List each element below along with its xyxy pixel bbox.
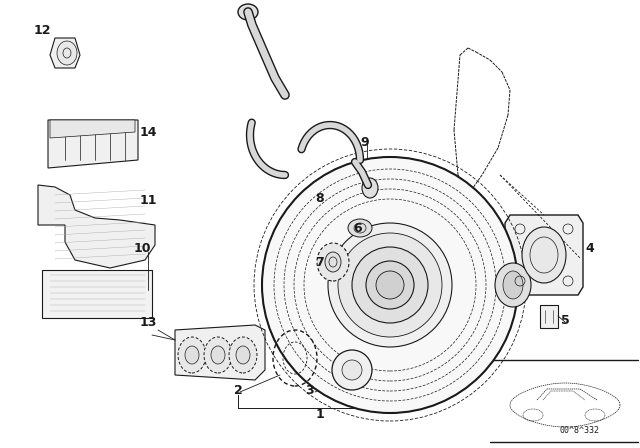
- Ellipse shape: [376, 271, 404, 299]
- Polygon shape: [175, 325, 265, 380]
- Ellipse shape: [57, 41, 77, 65]
- Text: 6: 6: [354, 221, 362, 234]
- Ellipse shape: [229, 337, 257, 373]
- Text: 14: 14: [140, 125, 157, 138]
- Ellipse shape: [348, 219, 372, 237]
- Polygon shape: [48, 120, 138, 168]
- Ellipse shape: [332, 350, 372, 390]
- Text: 2: 2: [234, 383, 243, 396]
- Ellipse shape: [328, 223, 452, 347]
- Text: 1: 1: [316, 409, 324, 422]
- Text: 10: 10: [133, 241, 151, 254]
- Ellipse shape: [342, 360, 362, 380]
- Text: 12: 12: [33, 23, 51, 36]
- Ellipse shape: [325, 252, 341, 272]
- Ellipse shape: [236, 346, 250, 364]
- Text: 9: 9: [361, 135, 369, 148]
- Text: 3: 3: [306, 383, 314, 396]
- Text: 7: 7: [316, 255, 324, 268]
- Text: 8: 8: [316, 191, 324, 204]
- Polygon shape: [38, 185, 155, 268]
- Ellipse shape: [503, 271, 523, 299]
- Polygon shape: [50, 38, 80, 68]
- Ellipse shape: [204, 337, 232, 373]
- Ellipse shape: [238, 4, 258, 20]
- Ellipse shape: [352, 247, 428, 323]
- Ellipse shape: [185, 346, 199, 364]
- Ellipse shape: [362, 178, 378, 198]
- Polygon shape: [540, 305, 558, 328]
- Polygon shape: [332, 192, 354, 210]
- Polygon shape: [42, 270, 152, 318]
- Ellipse shape: [262, 157, 518, 413]
- Ellipse shape: [211, 346, 225, 364]
- Ellipse shape: [366, 261, 414, 309]
- Polygon shape: [50, 120, 135, 138]
- Ellipse shape: [178, 337, 206, 373]
- Ellipse shape: [338, 233, 442, 337]
- Ellipse shape: [495, 263, 531, 307]
- Ellipse shape: [522, 227, 566, 283]
- Ellipse shape: [317, 243, 349, 281]
- Text: 00^8^332: 00^8^332: [560, 426, 600, 435]
- Text: 13: 13: [140, 315, 157, 328]
- Text: 11: 11: [140, 194, 157, 207]
- Text: 4: 4: [586, 241, 595, 254]
- Text: 5: 5: [561, 314, 570, 327]
- Polygon shape: [505, 215, 583, 295]
